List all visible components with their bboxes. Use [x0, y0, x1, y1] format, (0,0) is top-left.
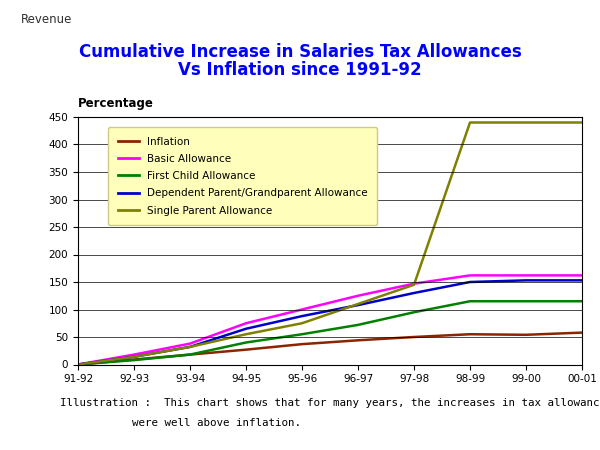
Text: were well above inflation.: were well above inflation.	[132, 418, 301, 428]
Text: Percentage: Percentage	[78, 97, 154, 110]
Text: Illustration :  This chart shows that for many years, the increases in tax allow: Illustration : This chart shows that for…	[60, 398, 600, 408]
Text: Vs Inflation since 1991-92: Vs Inflation since 1991-92	[178, 61, 422, 79]
Text: Cumulative Increase in Salaries Tax Allowances: Cumulative Increase in Salaries Tax Allo…	[79, 43, 521, 61]
Legend: Inflation, Basic Allowance, First Child Allowance, Dependent Parent/Grandparent : Inflation, Basic Allowance, First Child …	[109, 127, 377, 225]
Text: Revenue: Revenue	[21, 13, 73, 26]
